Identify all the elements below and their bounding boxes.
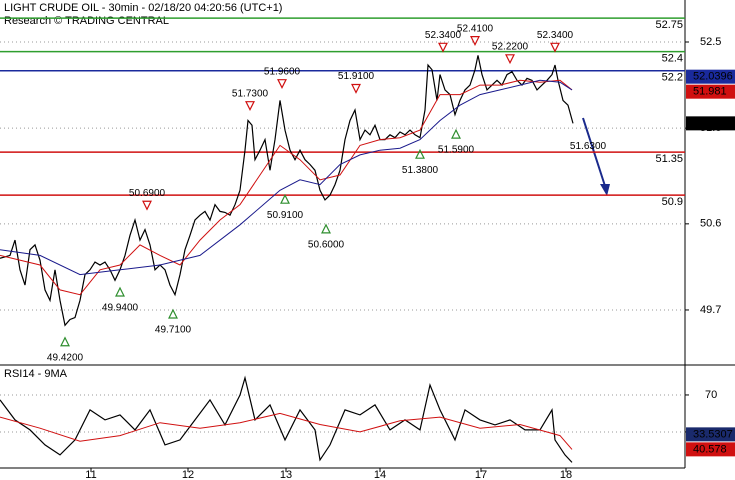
price-box-label: 51.981 [693, 86, 727, 98]
x-tick-label: 17 [475, 469, 487, 480]
low-marker [168, 308, 178, 319]
high-marker [550, 42, 560, 53]
level-label: 52.4 [662, 52, 683, 64]
low-marker [60, 336, 70, 347]
low-marker [321, 223, 331, 234]
forecast-arrowhead [600, 184, 610, 196]
high-marker [438, 42, 448, 53]
x-tick-label: 13 [280, 469, 292, 480]
price-box-label: 51.65 [693, 117, 721, 129]
annotation: 49.7100 [155, 325, 192, 336]
level-label: 52.2 [662, 72, 683, 84]
y-tick-label: 52.5 [700, 36, 721, 48]
price-line [0, 412, 573, 450]
price-box [686, 442, 735, 457]
low-marker [451, 128, 461, 139]
annotation: 50.6900 [129, 188, 166, 199]
price-line [0, 79, 573, 296]
low-marker [280, 193, 290, 204]
low-marker [415, 148, 425, 159]
annotation: 52.4100 [457, 23, 494, 34]
high-marker [505, 54, 515, 65]
rsi-title: RSI14 - 9MA [4, 368, 68, 380]
high-marker [470, 36, 480, 46]
high-marker [245, 101, 255, 112]
price-box [686, 84, 735, 99]
level-label: 52.75 [655, 19, 683, 31]
x-tick-label: 11 [85, 469, 96, 480]
price-box [686, 427, 735, 442]
x-tick-label: 14 [374, 469, 386, 480]
y-tick-label: 49.7 [700, 304, 721, 316]
annotation: 49.9400 [102, 303, 139, 314]
annotation: 52.3400 [425, 30, 462, 41]
annotation: 51.9600 [264, 66, 301, 77]
annotation: 51.5900 [438, 145, 475, 156]
price-box-label: 40.578 [693, 443, 727, 455]
price-line [0, 79, 573, 276]
price-box [686, 116, 735, 131]
annotation: 52.2200 [492, 41, 529, 52]
annotation: 52.3400 [537, 30, 574, 41]
annotation: 50.6000 [308, 239, 345, 250]
annotation: 51.6300 [570, 141, 607, 152]
high-marker [351, 83, 361, 94]
annotation: 50.9100 [267, 210, 304, 221]
price-box-label: 52.0396 [693, 71, 733, 83]
level-label: 51.35 [655, 153, 683, 165]
level-label: 50.9 [662, 196, 683, 208]
chart-title: LIGHT CRUDE OIL - 30min - 02/18/20 04:20… [4, 2, 282, 14]
x-tick-label: 12 [182, 469, 194, 480]
x-tick-label: 18 [560, 469, 572, 480]
price-box [686, 69, 735, 84]
low-marker [115, 286, 125, 297]
high-marker [277, 79, 287, 90]
chart-subtitle: Research © TRADING CENTRAL [4, 15, 169, 27]
annotation: 49.4200 [47, 352, 84, 363]
price-box-label: 33.5307 [693, 428, 733, 440]
annotation: 51.9100 [338, 71, 375, 82]
y-tick-label: 70 [705, 389, 717, 401]
annotation: 51.3800 [402, 165, 439, 176]
high-marker [142, 200, 152, 211]
annotation: 51.7300 [232, 88, 269, 99]
y-tick-label: 50.6 [700, 218, 721, 230]
price-line [0, 375, 573, 463]
